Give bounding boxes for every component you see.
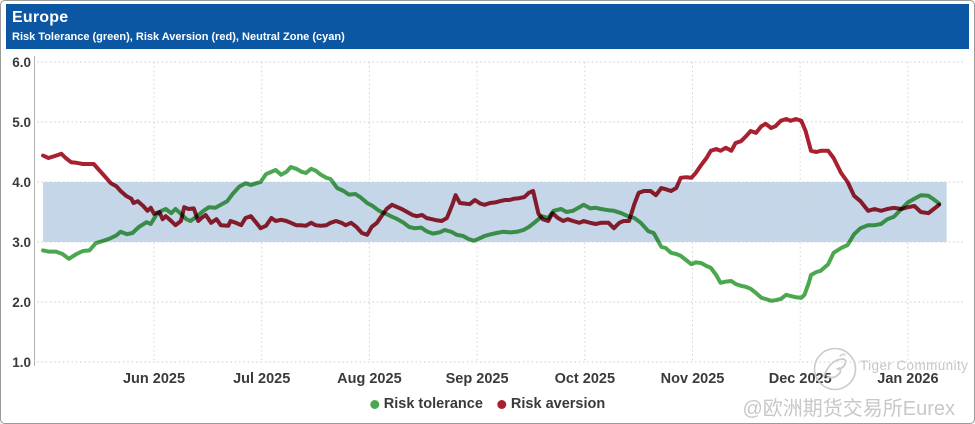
x-tick-label: Jul 2025 — [233, 371, 290, 387]
chart-title: Europe — [12, 9, 69, 26]
y-tick-label: 3.0 — [12, 235, 31, 250]
y-tick-label: 5.0 — [12, 115, 31, 130]
tiger-logo-icon — [813, 347, 857, 391]
chart-subtitle: Risk Tolerance (green), Risk Aversion (r… — [12, 31, 345, 43]
watermark-handle: @欧洲期货交易所Eurex — [742, 398, 955, 420]
y-tick-label: 6.0 — [12, 55, 31, 70]
watermark-brand: Tiger Community — [860, 358, 969, 373]
x-tick-label: Aug 2025 — [337, 371, 401, 387]
legend-item-risk-tolerance: Risk tolerance — [369, 396, 483, 412]
risk-aversion-dot-icon — [496, 399, 506, 409]
x-tick-label: Jan 2026 — [877, 371, 938, 387]
legend-label-risk-tolerance: Risk tolerance — [383, 396, 483, 412]
risk-aversion-line — [41, 117, 942, 237]
chart-legend: Risk tolerance Risk aversion — [369, 396, 606, 412]
x-tick-label: Jun 2025 — [123, 371, 185, 387]
risk-tolerance-dot-icon — [369, 399, 379, 409]
x-tick-label: Sep 2025 — [446, 371, 509, 387]
x-tick-label: Oct 2025 — [555, 371, 615, 387]
y-tick-label: 2.0 — [12, 295, 31, 310]
x-tick-label: Nov 2025 — [661, 371, 725, 387]
chart-header: Europe Risk Tolerance (green), Risk Aver… — [6, 4, 969, 49]
legend-label-risk-aversion: Risk aversion — [510, 396, 606, 412]
legend-item-risk-aversion: Risk aversion — [496, 396, 606, 412]
y-tick-label: 1.0 — [12, 355, 31, 370]
y-tick-label: 4.0 — [12, 175, 31, 190]
